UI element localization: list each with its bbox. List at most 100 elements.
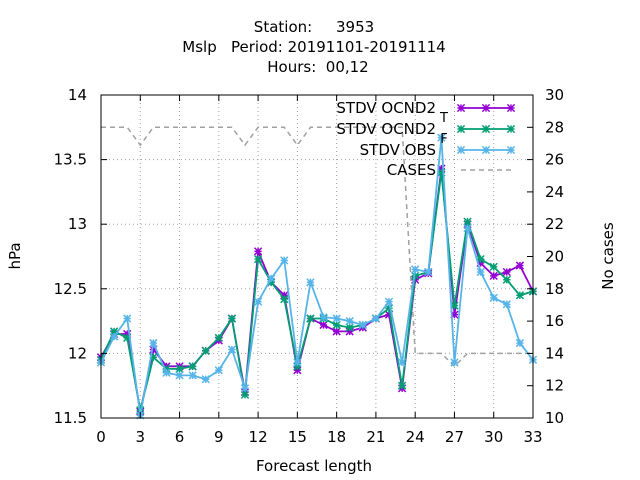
data-point — [481, 103, 491, 113]
data-point — [515, 261, 525, 270]
data-point — [227, 314, 237, 323]
data-point — [456, 124, 466, 134]
y2-axis-label: No cases — [599, 222, 617, 290]
data-point — [306, 314, 315, 323]
series-cases — [101, 126, 533, 368]
data-point — [253, 254, 263, 264]
legend-label: CASES — [387, 161, 436, 179]
series-line — [100, 137, 534, 416]
data-point — [123, 314, 132, 323]
data-point — [188, 371, 197, 380]
data-point — [489, 293, 498, 302]
y2-tick-label: 10 — [545, 409, 564, 427]
y2-tick-label: 18 — [545, 280, 564, 298]
series-stdv-ocnd2-t — [96, 164, 538, 416]
data-point — [306, 278, 315, 287]
data-point — [515, 291, 525, 300]
y2-tick-label: 14 — [545, 344, 564, 362]
data-point — [463, 217, 472, 226]
data-point — [450, 358, 459, 367]
tick-layer: 0 3 6 9 12 15 18 21 24 27 30 33 11.5 12 12.5 13 13.5 14 10… — [54, 86, 565, 446]
x-tick-label: 33 — [523, 428, 542, 446]
data-point — [293, 358, 302, 367]
data-point — [201, 346, 210, 355]
data-point — [214, 366, 223, 375]
y-tick-label: 12.5 — [54, 280, 87, 298]
data-point — [214, 333, 223, 343]
data-point — [358, 320, 367, 330]
series-stdv-obs — [96, 133, 538, 420]
title-line-3: Hours: 00,12 — [267, 58, 368, 76]
legend-entry: CASES — [387, 161, 511, 179]
data-point — [188, 362, 197, 371]
y2-tick-label: 30 — [545, 86, 564, 104]
x-tick-label: 24 — [406, 428, 425, 446]
data-point — [253, 297, 263, 306]
legend-subscript: F — [440, 132, 447, 147]
series-line — [100, 172, 534, 411]
legend-label: STDV OBS — [360, 141, 436, 159]
data-point — [384, 297, 394, 306]
data-point — [201, 375, 210, 384]
title-line-2: Mslp Period: 20191101-20191114 — [182, 38, 445, 56]
data-point — [502, 267, 511, 277]
data-point — [506, 103, 516, 113]
x-tick-label: 18 — [327, 428, 346, 446]
data-point — [345, 323, 354, 332]
data-point — [411, 265, 420, 274]
x-tick-label: 9 — [214, 428, 224, 446]
x-tick-label: 21 — [366, 428, 385, 446]
data-point — [175, 364, 184, 374]
x-tick-label: 27 — [445, 428, 464, 446]
data-point — [267, 274, 276, 283]
series-layer — [96, 126, 538, 420]
legend-entry: STDV OCND2 F — [336, 120, 516, 147]
y2-tick-label: 26 — [545, 151, 564, 169]
data-point — [162, 368, 171, 377]
data-point — [515, 338, 525, 348]
data-point — [332, 320, 341, 330]
data-point — [371, 314, 381, 323]
y2-tick-label: 16 — [545, 312, 564, 330]
data-point — [481, 124, 491, 134]
data-point — [489, 262, 498, 271]
data-point — [476, 267, 485, 277]
data-point — [280, 295, 289, 304]
x-tick-label: 30 — [484, 428, 503, 446]
data-point — [481, 145, 491, 155]
data-point — [397, 381, 407, 390]
data-point — [506, 145, 516, 155]
y-tick-label: 14 — [68, 86, 87, 104]
y-tick-label: 11.5 — [54, 409, 87, 427]
data-point — [149, 338, 158, 348]
data-point — [506, 124, 516, 134]
y2-tick-label: 22 — [545, 215, 564, 233]
y-tick-label: 13.5 — [54, 151, 87, 169]
data-point — [437, 133, 446, 142]
data-point — [332, 314, 341, 323]
legend-entry: STDV OBS — [360, 141, 516, 159]
x-tick-label: 6 — [175, 428, 185, 446]
data-point — [319, 320, 328, 330]
data-point — [424, 267, 433, 277]
x-tick-label: 3 — [135, 428, 145, 446]
y2-tick-label: 24 — [545, 183, 564, 201]
legend-label: STDV OCND2 — [336, 99, 436, 117]
data-point — [319, 313, 328, 322]
data-point — [463, 223, 472, 233]
x-tick-label: 15 — [288, 428, 307, 446]
legend-label: STDV OCND2 — [336, 120, 436, 138]
data-point — [109, 332, 119, 341]
title-line-1: Station: 3953 — [254, 18, 374, 36]
data-point — [456, 103, 466, 113]
series-stdv-ocnd2-f — [96, 168, 538, 415]
x-axis-label: Forecast length — [256, 457, 372, 475]
series-line — [101, 126, 533, 368]
data-point — [175, 371, 184, 380]
y-tick-label: 13 — [68, 215, 87, 233]
y2-tick-label: 28 — [545, 118, 564, 136]
y2-tick-label: 12 — [545, 377, 564, 395]
data-point — [502, 300, 511, 309]
